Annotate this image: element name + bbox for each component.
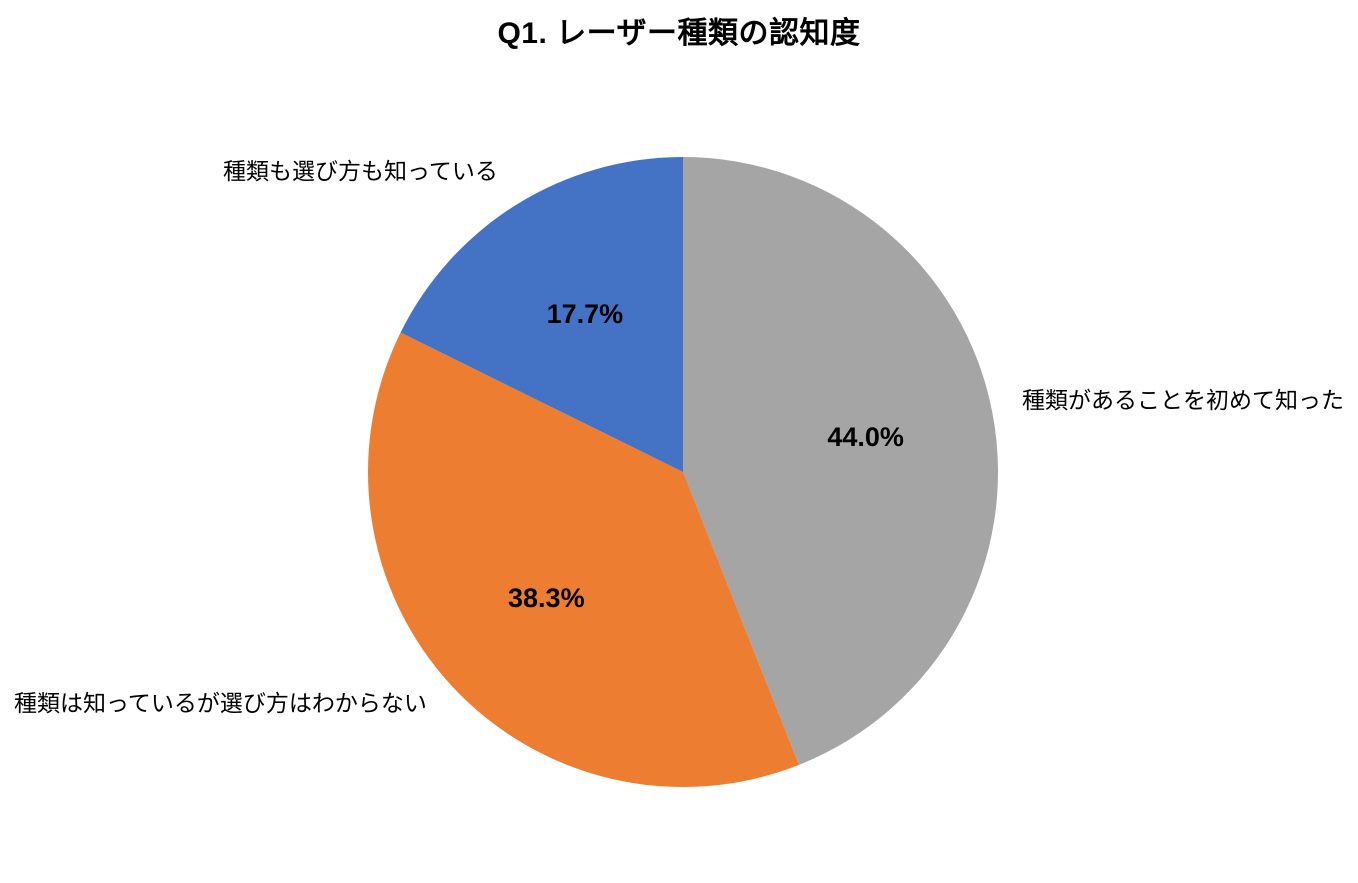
pie-slice-2 <box>400 157 683 472</box>
slice-value-label-1: 38.3% <box>508 583 585 613</box>
pie-slice-0 <box>683 157 999 765</box>
slice-label-know-types-not-how-to-choose: 種類は知っているが選び方はわからない <box>14 690 427 716</box>
pie-slice-1 <box>368 332 799 788</box>
slice-label-know-types-and-how-to-choose: 種類も選び方も知っている <box>223 158 498 184</box>
chart-title: Q1. レーザー種類の認知度 <box>497 17 861 50</box>
slice-value-label-0: 44.0% <box>827 422 904 452</box>
slice-label-first-learned: 種類があることを初めて知った <box>1022 387 1344 413</box>
slice-value-label-2: 17.7% <box>547 299 624 329</box>
